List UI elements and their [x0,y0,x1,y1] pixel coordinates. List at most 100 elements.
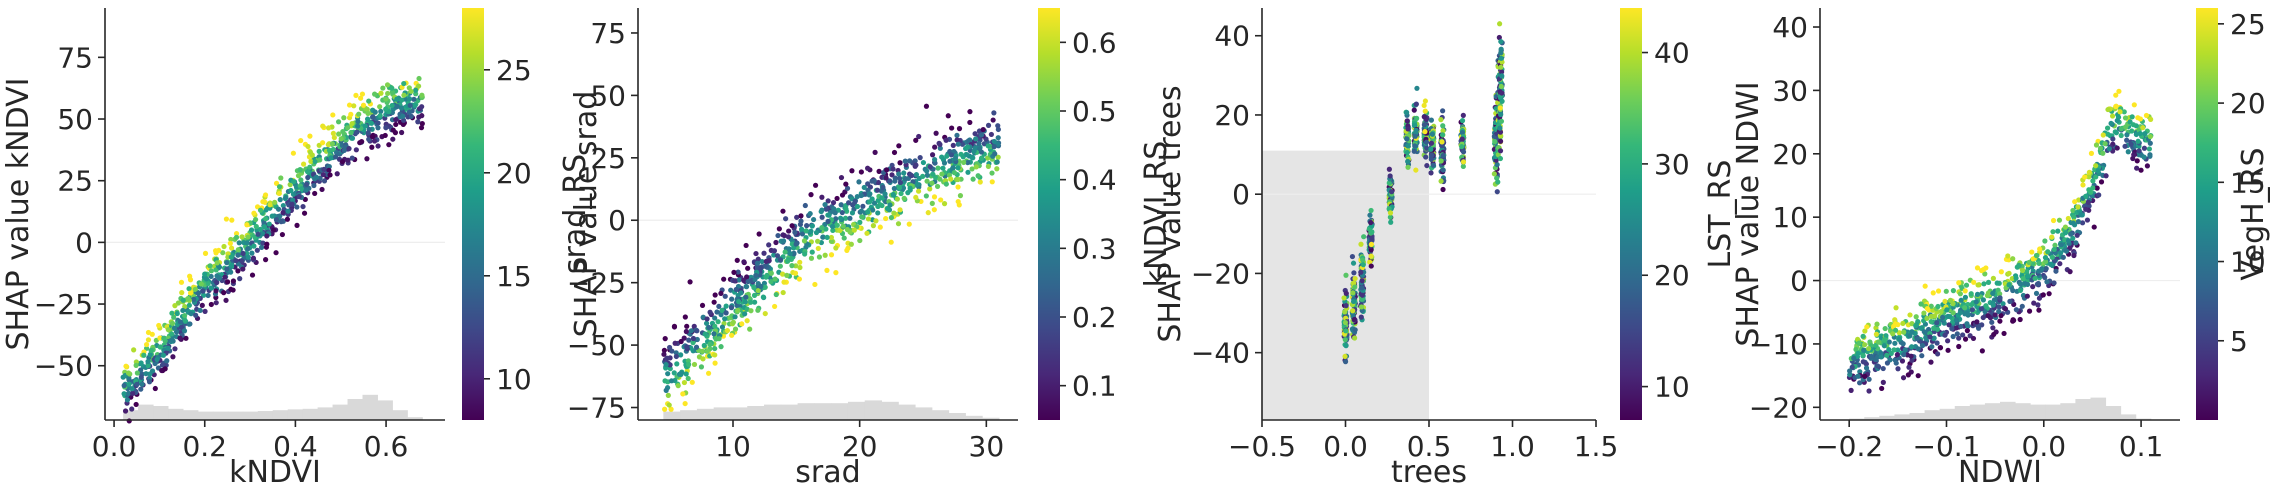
data-point [1968,291,1974,297]
data-point [1950,310,1956,316]
data-point [330,112,336,118]
data-point [895,221,902,227]
data-point [276,184,283,190]
histogram-bar [123,410,139,420]
data-point [954,132,960,138]
data-point [1430,162,1436,168]
data-point [263,216,269,222]
data-point [1908,353,1914,359]
data-point [927,186,933,192]
data-point [383,106,389,112]
data-point [2086,187,2092,193]
data-point [705,370,712,376]
colorbar-tick-label: 0.2 [1072,301,1117,334]
data-point [308,158,314,165]
data-point [2114,117,2120,124]
data-point [2010,256,2016,262]
data-point [1913,314,1919,320]
data-point [917,155,923,161]
data-point [207,263,213,269]
data-point [988,131,994,138]
data-point [920,159,927,166]
data-point [1459,129,1466,136]
data-point [851,227,857,233]
data-point [774,253,781,259]
data-point [732,314,738,320]
data-point [400,121,406,128]
data-point [145,358,151,365]
y-tick-label: −10 [1749,328,1808,361]
data-point [1998,269,2004,275]
data-point [1862,342,1868,348]
histogram-bar [392,410,408,420]
data-point [978,132,985,138]
data-point [288,187,294,194]
data-point [792,270,799,276]
data-point [1405,158,1411,165]
data-point [691,323,697,329]
data-point [844,247,850,253]
y-tick-label: 20 [1772,138,1808,171]
data-point [849,210,856,216]
data-point [1358,269,1364,275]
data-point [1439,132,1446,138]
data-point [320,140,326,146]
data-point [146,379,153,385]
data-point [304,181,310,187]
data-point [666,402,672,408]
data-point [411,96,417,102]
data-point [848,241,854,247]
data-point [305,174,311,181]
colorbar-tick-label: 0.3 [1072,232,1117,265]
data-point [2071,214,2077,220]
data-point [871,200,878,206]
data-point [2060,254,2066,260]
histogram-bar [2105,406,2122,420]
data-point [389,102,395,109]
data-point [1970,335,1977,342]
data-point [2093,163,2099,169]
data-point [123,363,129,369]
histogram-bar [2090,397,2107,420]
data-point [1923,335,1929,341]
data-point [1343,272,1349,278]
data-point [935,165,941,171]
data-point [967,119,973,126]
data-point [896,143,902,149]
data-point [375,120,381,126]
data-point [339,159,346,165]
data-point [223,216,229,222]
data-point [121,391,127,397]
data-point [273,217,280,223]
data-point [1460,163,1466,170]
data-point [678,370,685,376]
data-point [1969,307,1975,313]
data-point [663,387,669,393]
data-point [325,142,331,148]
data-point [1863,365,1870,371]
data-point [698,364,705,370]
data-point [1963,282,1970,288]
data-point [1927,334,1933,340]
data-point [400,117,407,123]
data-point [1884,352,1890,358]
data-point [1997,295,2003,301]
data-point [716,303,722,310]
data-point [1924,315,1930,321]
histogram-bar [881,401,899,420]
data-point [2055,228,2061,234]
data-point [951,170,957,176]
data-point [1849,364,1855,370]
data-point [1962,288,1968,294]
data-point [924,172,930,178]
data-point [1360,257,1366,263]
data-point [186,286,192,292]
data-point [312,190,318,197]
data-point [260,199,266,205]
data-point [2135,138,2141,144]
data-point [694,328,700,334]
data-point [1874,321,1880,327]
data-point [1886,346,1892,353]
data-point [172,303,178,309]
data-point [972,131,978,137]
